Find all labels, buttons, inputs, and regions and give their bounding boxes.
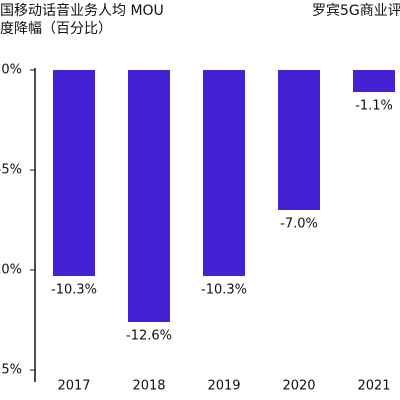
x-tick-label: 2021 bbox=[357, 379, 390, 394]
bar bbox=[53, 70, 95, 276]
y-tick-label: -10% bbox=[0, 263, 22, 278]
bar bbox=[353, 70, 395, 92]
bar bbox=[203, 70, 245, 276]
value-label: -10.3% bbox=[201, 283, 247, 298]
bar bbox=[278, 70, 320, 210]
chart-title: 度降幅（百分比） bbox=[0, 21, 112, 37]
x-tick-label: 2018 bbox=[132, 379, 165, 394]
x-tick-label: 2019 bbox=[207, 379, 240, 394]
bar bbox=[128, 70, 170, 322]
value-label: -7.0% bbox=[280, 217, 318, 232]
y-tick-label: 0% bbox=[1, 63, 22, 78]
value-label: -10.3% bbox=[51, 283, 97, 298]
value-label: -1.1% bbox=[355, 99, 393, 114]
x-tick-label: 2020 bbox=[282, 379, 315, 394]
x-tick-label: 2017 bbox=[57, 379, 90, 394]
value-label: -12.6% bbox=[126, 329, 172, 344]
chart-title: 国移动话音业务人均 MOU bbox=[0, 2, 164, 19]
y-tick-label: -15% bbox=[0, 363, 22, 378]
y-tick-label: -5% bbox=[0, 163, 22, 178]
source: 罗宾5G商业评 bbox=[312, 3, 400, 19]
